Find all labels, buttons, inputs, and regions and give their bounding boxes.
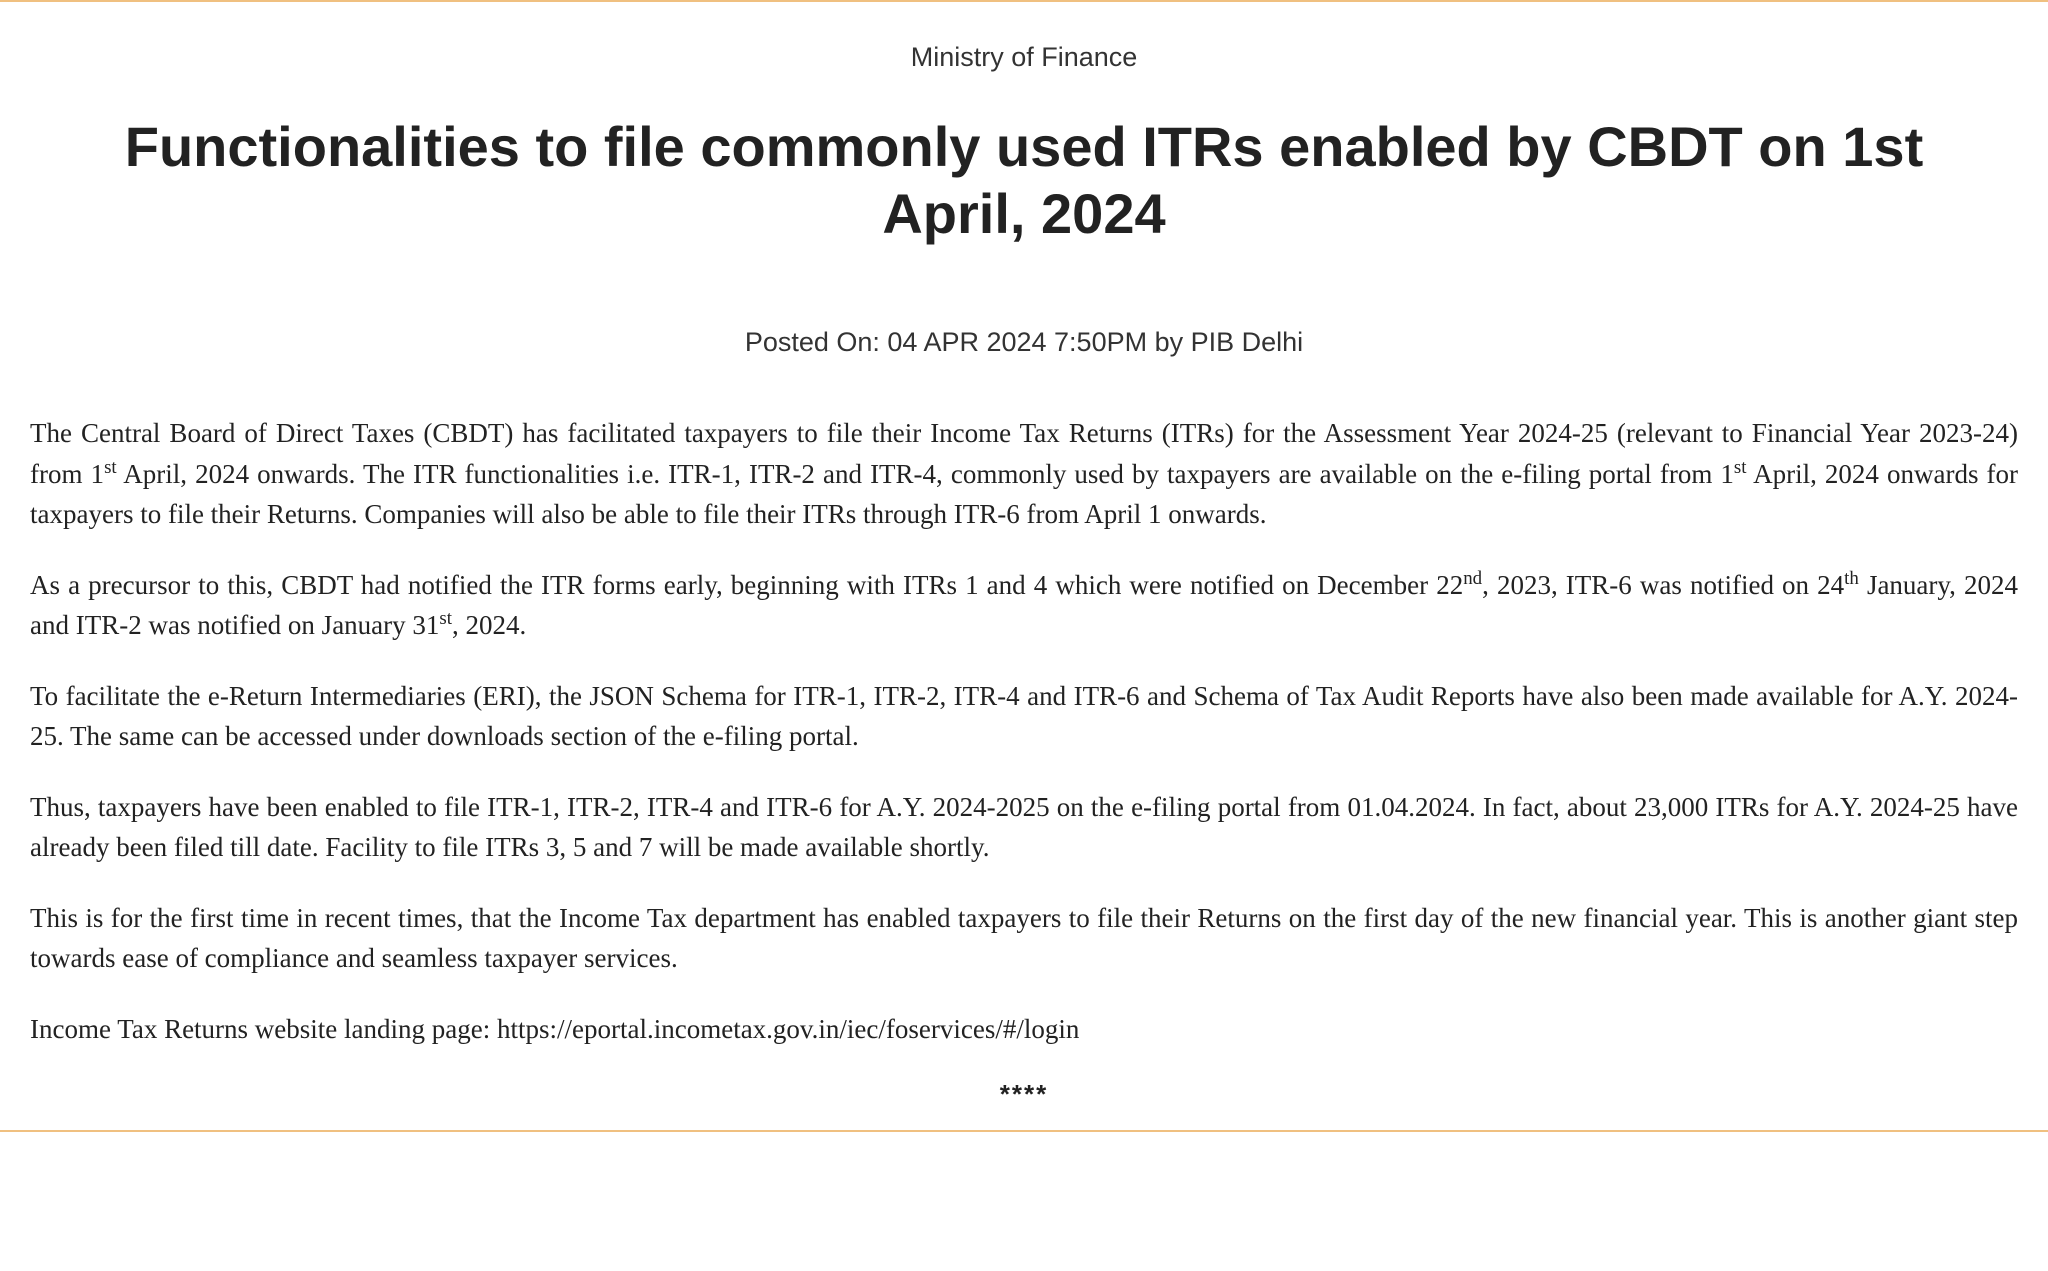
p2-text-d: , 2024. [452,610,526,640]
p2-sup-3: st [439,608,452,629]
p2-sup-1: nd [1463,568,1482,589]
separator-stars: **** [30,1079,2018,1110]
p2-text-a: As a precursor to this, CBDT had notifie… [30,570,1463,600]
p1-text-b: April, 2024 onwards. The ITR functionali… [117,459,1734,489]
portal-link[interactable]: https://eportal.incometax.gov.in/iec/fos… [497,1014,1079,1044]
paragraph-2: As a precursor to this, CBDT had notifie… [30,565,2018,646]
paragraph-4: Thus, taxpayers have been enabled to fil… [30,787,2018,868]
paragraph-5: This is for the first time in recent tim… [30,898,2018,979]
p1-sup-2: st [1734,457,1747,478]
link-label: Income Tax Returns website landing page: [30,1014,497,1044]
posted-on: Posted On: 04 APR 2024 7:50PM by PIB Del… [30,327,2018,358]
paragraph-3: To facilitate the e-Return Intermediarie… [30,676,2018,757]
p2-text-b: , 2023, ITR-6 was notified on 24 [1482,570,1844,600]
p2-sup-2: th [1844,568,1859,589]
p1-sup-1: st [104,457,117,478]
paragraph-1: The Central Board of Direct Taxes (CBDT)… [30,413,2018,535]
page-title: Functionalities to file commonly used IT… [30,113,2018,247]
paragraph-6: Income Tax Returns website landing page:… [30,1009,2018,1050]
ministry-label: Ministry of Finance [30,42,2018,73]
